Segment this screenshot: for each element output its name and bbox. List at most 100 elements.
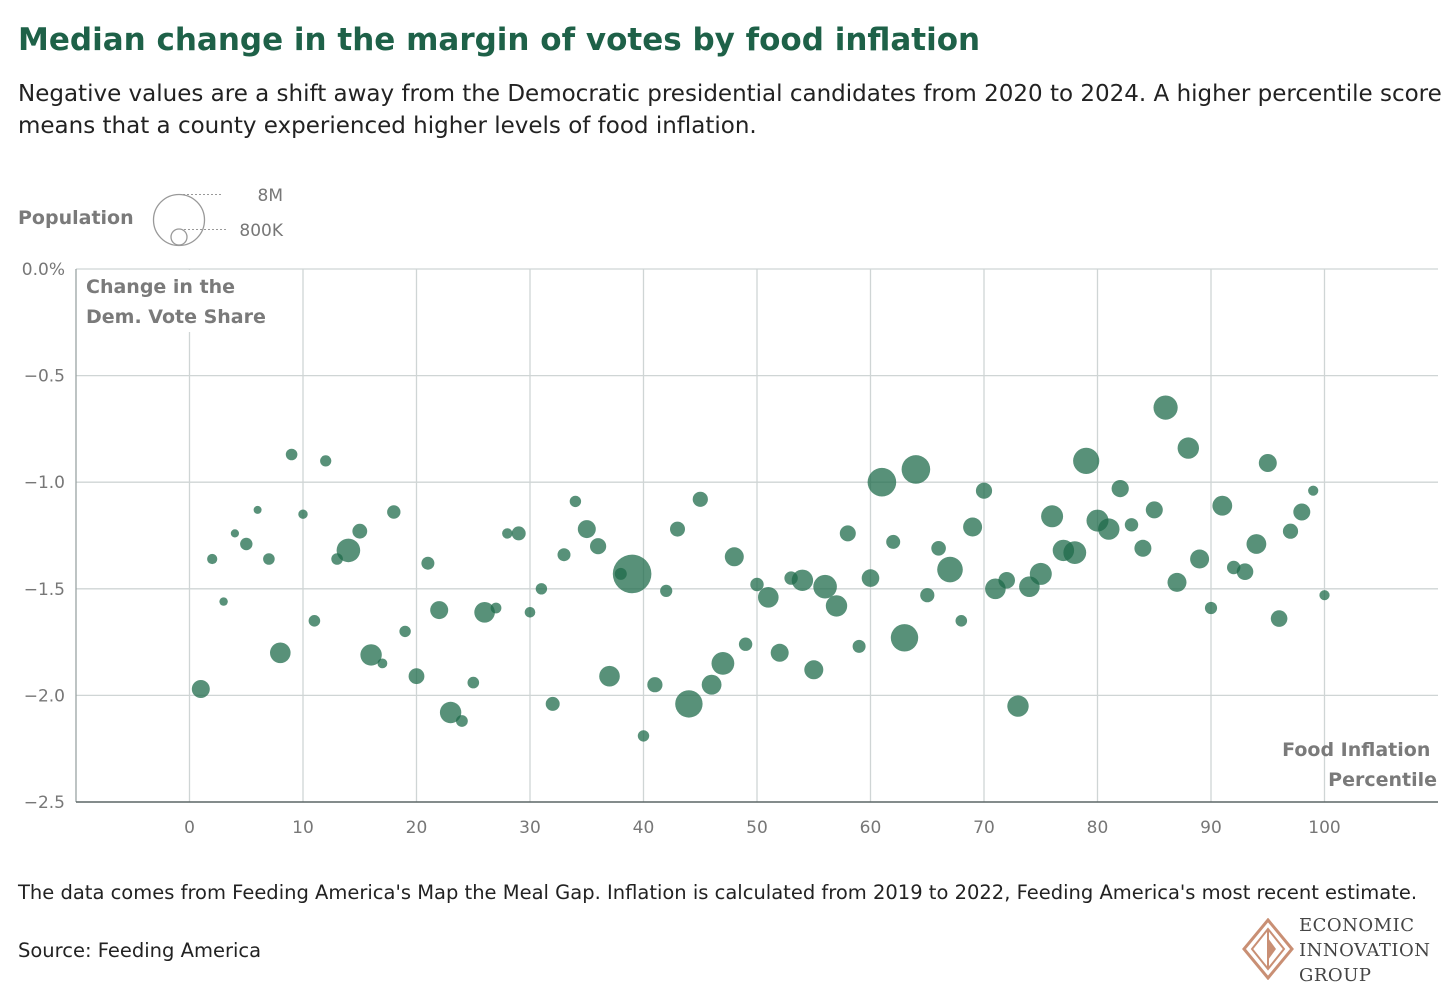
data-point [886, 534, 901, 549]
data-points [191, 395, 1330, 742]
data-point [230, 529, 239, 538]
data-point [1246, 534, 1267, 554]
data-point [1319, 590, 1330, 601]
data-point [408, 668, 425, 685]
chart-subtitle: Negative values are a shift away from th… [18, 81, 1442, 139]
logo-line-3: GROUP [1299, 965, 1372, 986]
data-point [1270, 610, 1288, 627]
data-point [738, 637, 753, 651]
source-note: Source: Feeding America [18, 939, 262, 962]
data-point [1124, 518, 1139, 532]
data-point [670, 521, 685, 537]
data-point [692, 491, 708, 507]
data-point [270, 642, 291, 664]
data-point [1177, 437, 1200, 459]
data-point [963, 517, 983, 537]
data-point [1167, 572, 1187, 592]
data-point [791, 569, 814, 591]
logo-line-2: INNOVATION [1299, 940, 1431, 961]
data-point [1258, 454, 1277, 472]
data-point [352, 523, 368, 539]
size-legend-label-8m: 8M [258, 186, 283, 206]
x-tick-label: 90 [1200, 818, 1222, 838]
x-tick-label: 100 [1308, 818, 1340, 838]
data-point [1007, 695, 1029, 717]
data-point [490, 602, 502, 614]
data-point [545, 696, 560, 711]
x-tick-label: 30 [519, 818, 541, 838]
data-point [535, 583, 548, 595]
x-tick-label: 70 [973, 818, 995, 838]
data-point [1063, 541, 1087, 564]
data-point [660, 584, 673, 598]
data-point [308, 615, 321, 627]
data-point [890, 624, 919, 652]
y-tick-label: −0.5 [24, 367, 65, 387]
size-legend-large-circle [152, 193, 206, 247]
data-point [191, 680, 210, 698]
data-point [612, 554, 652, 594]
data-point [320, 455, 332, 467]
data-point [1236, 563, 1254, 580]
data-point [758, 587, 779, 608]
size-legend: Population 8M 800K [18, 186, 284, 247]
x-axis-title: Food Inflation Percentile [1282, 739, 1437, 791]
y-tick-label: −1.5 [24, 580, 65, 600]
data-point [524, 607, 536, 618]
data-point [599, 665, 620, 687]
y-axis-title-line-2: Dem. Vote Share [86, 306, 266, 328]
x-tick-label: 20 [406, 818, 428, 838]
y-axis-ticks: 0.0% −0.5 −1.0 −1.5 −2.0 −2.5 [22, 260, 65, 813]
y-tick-label: −2.0 [24, 686, 65, 706]
data-point [1153, 395, 1178, 420]
x-axis-ticks: 0 10 20 30 40 50 60 70 80 90 100 [184, 818, 1341, 838]
data-point [263, 553, 275, 565]
data-point [456, 715, 468, 727]
data-point [770, 643, 789, 662]
data-point [387, 505, 401, 519]
data-point [931, 541, 946, 556]
x-tick-label: 80 [1087, 818, 1109, 838]
data-point [240, 537, 253, 551]
data-point [569, 495, 582, 508]
data-point [360, 644, 382, 666]
data-point [1041, 505, 1064, 528]
data-point [852, 639, 866, 653]
data-point [839, 525, 856, 542]
data-point [207, 553, 218, 565]
x-axis-title-line-2: Percentile [1328, 769, 1437, 791]
data-point [813, 574, 837, 599]
data-point [430, 601, 449, 620]
organization-logo-text: ECONOMIC INNOVATION GROUP [1299, 913, 1430, 988]
data-point [724, 547, 744, 567]
data-point [1145, 501, 1163, 519]
data-point [1190, 549, 1210, 569]
size-legend-small-circle [170, 228, 188, 246]
data-point [502, 528, 513, 539]
size-legend-label-800k: 800K [239, 221, 283, 241]
data-point [285, 448, 298, 461]
data-point [1098, 518, 1120, 540]
data-point [590, 538, 607, 555]
chart-title: Median change in the margin of votes by … [18, 22, 981, 58]
data-point [298, 509, 308, 519]
data-point [336, 538, 361, 563]
data-point [701, 674, 722, 695]
x-axis-title-line-1: Food Inflation [1282, 739, 1430, 761]
y-axis-title: Change in the Dem. Vote Share [86, 276, 266, 328]
data-point [474, 602, 495, 623]
y-tick-label: −2.5 [24, 793, 65, 813]
data-point [975, 482, 993, 499]
data-point [711, 652, 735, 675]
logo-line-1: ECONOMIC [1299, 915, 1415, 936]
data-point [1308, 485, 1319, 496]
data-point [1204, 601, 1218, 615]
diamond-logo-icon [1242, 918, 1294, 980]
size-legend-title: Population [18, 207, 134, 229]
data-note: The data comes from Feeding America's Ma… [18, 881, 1418, 904]
data-point [467, 676, 480, 689]
gridlines [76, 268, 1438, 802]
x-tick-label: 40 [633, 818, 655, 838]
data-point [901, 455, 931, 484]
